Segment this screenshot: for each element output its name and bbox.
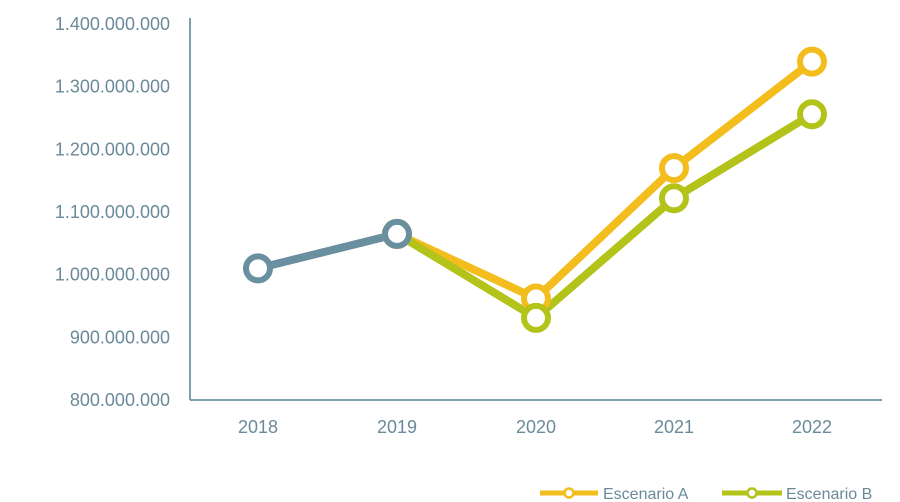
y-tick-label: 900.000.000 xyxy=(70,327,170,347)
y-tick-label: 1.100.000.000 xyxy=(55,202,170,222)
series-line xyxy=(254,229,401,273)
y-tick-label: 1.200.000.000 xyxy=(55,139,170,159)
data-point xyxy=(797,46,827,77)
x-tick-labels: 2018 2019 2020 2021 2022 xyxy=(238,417,832,437)
y-tick-label: 800.000.000 xyxy=(70,390,170,410)
axes-group xyxy=(189,18,882,401)
legend-label: Escenario B xyxy=(786,486,872,502)
y-tick-label: 1.300.000.000 xyxy=(55,77,170,97)
x-tick-label: 2018 xyxy=(238,417,278,437)
y-tick-label: 1.400.000.000 xyxy=(55,14,170,34)
series-points xyxy=(243,46,827,333)
data-point xyxy=(243,253,273,284)
x-tick-label: 2022 xyxy=(792,417,832,437)
legend: Escenario A Escenario B xyxy=(540,486,872,502)
data-point xyxy=(382,218,412,249)
y-tick-labels: 800.000.000 900.000.000 1.000.000.000 1.100… xyxy=(55,14,170,410)
legend-label: Escenario A xyxy=(603,486,689,502)
x-tick-label: 2021 xyxy=(654,417,694,437)
series-line xyxy=(393,57,816,303)
data-point xyxy=(797,99,827,130)
data-point xyxy=(521,302,551,333)
data-point xyxy=(659,183,689,214)
series-line xyxy=(393,110,816,322)
y-tick-label: 1.000.000.000 xyxy=(55,265,170,285)
legend-marker xyxy=(746,487,758,499)
series-lines xyxy=(254,57,816,322)
x-tick-label: 2019 xyxy=(377,417,417,437)
legend-marker xyxy=(563,487,575,499)
data-point xyxy=(659,153,689,184)
x-tick-label: 2020 xyxy=(516,417,556,437)
